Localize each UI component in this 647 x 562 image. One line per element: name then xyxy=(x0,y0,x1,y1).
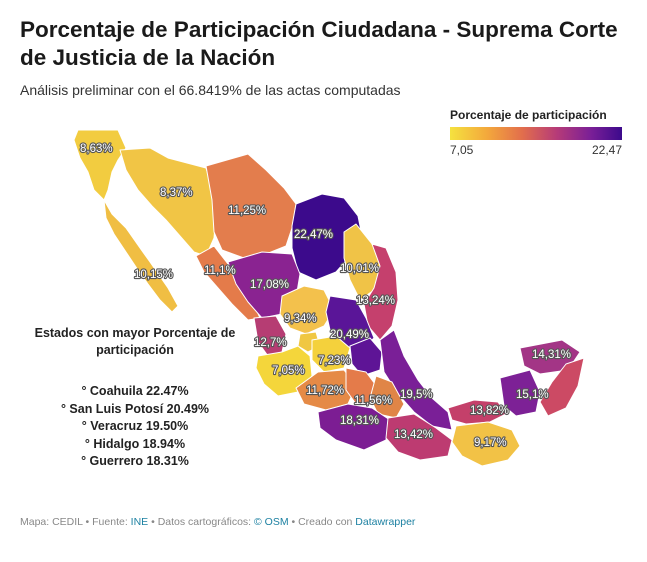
state-veracruz[interactable] xyxy=(379,329,453,431)
state-zacatecas[interactable] xyxy=(279,285,335,335)
top-states-list: ° Coahuila 22.47% ° San Luis Potosí 20.4… xyxy=(20,383,250,471)
label-baja-california: 8,63% xyxy=(80,143,113,155)
label-tabasco: 13,82% xyxy=(470,405,509,417)
osm-link[interactable]: © OSM xyxy=(254,516,289,528)
label-zacatecas: 9,34% xyxy=(284,313,317,325)
label-nayarit: 12,7% xyxy=(254,337,287,349)
label-jalisco: 7,05% xyxy=(272,365,305,377)
state-campeche[interactable] xyxy=(499,369,541,417)
source-link[interactable]: INE xyxy=(130,516,149,528)
label-nuevo-leon: 10,01% xyxy=(340,263,379,275)
label-veracruz: 19,5% xyxy=(400,389,433,401)
label-puebla: 11,56% xyxy=(354,395,392,407)
top-states-annotation: Estados con mayor Porcentaje de particip… xyxy=(20,325,250,471)
label-campeche: 15,1% xyxy=(516,389,549,401)
footer-mid: • Datos cartográficos: xyxy=(148,516,254,528)
state-value-labels: 8,63% 8,37% 11,25% 22,47% 10,15% 11,1% 1… xyxy=(79,142,572,450)
label-chihuahua: 11,25% xyxy=(228,205,266,217)
footer-created: • Creado con xyxy=(288,516,356,528)
top-state-item: ° Guerrero 18.31% xyxy=(81,454,189,468)
legend-ticks: 7,05 22,47 xyxy=(450,143,622,159)
state-guerrero[interactable] xyxy=(317,403,391,451)
state-baja-california-sur[interactable] xyxy=(103,199,179,313)
color-legend: Porcentaje de participación 7,05 22,47 xyxy=(450,108,622,159)
footer-credits: Mapa: CEDIL • Fuente: INE • Datos cartog… xyxy=(20,516,415,528)
map-subtitle: Análisis preliminar con el 66.8419% de l… xyxy=(20,82,401,98)
label-yucatan: 14,31% xyxy=(532,349,571,361)
label-guerrero: 18,31% xyxy=(340,415,379,427)
map-title: Porcentaje de Participación Ciudadana - … xyxy=(20,17,618,70)
label-oaxaca: 13,42% xyxy=(394,429,433,441)
label-durango: 17,08% xyxy=(250,279,289,291)
annotation-heading: Estados con mayor Porcentaje de particip… xyxy=(34,326,236,357)
label-sonora: 8,37% xyxy=(160,187,193,199)
legend-max-label: 22,47 xyxy=(591,143,622,157)
state-hidalgo[interactable] xyxy=(349,337,383,377)
datawrapper-link[interactable]: Datawrapper xyxy=(355,516,416,528)
legend-gradient-bar xyxy=(450,127,622,140)
state-guanajuato[interactable] xyxy=(311,335,351,373)
label-coahuila: 22,47% xyxy=(294,229,333,241)
label-chiapas: 9,17% xyxy=(474,437,507,449)
legend-title: Porcentaje de participación xyxy=(450,108,607,122)
top-state-item: ° Coahuila 22.47% xyxy=(81,384,189,398)
label-michoacan: 11,72% xyxy=(306,385,344,397)
state-quintana-roo[interactable] xyxy=(539,357,585,417)
state-tabasco[interactable] xyxy=(447,399,507,425)
label-san-luis-potosi: 20,49% xyxy=(330,329,369,341)
top-state-item: ° Veracruz 19.50% xyxy=(81,419,189,433)
top-state-item: ° San Luis Potosí 20.49% xyxy=(60,401,210,416)
label-baja-california-sur: 10,15% xyxy=(134,269,173,281)
top-state-item: ° Hidalgo 18.94% xyxy=(84,436,186,451)
state-baja-california[interactable] xyxy=(73,129,127,201)
state-chihuahua[interactable] xyxy=(205,153,297,259)
legend-min-label: 7,05 xyxy=(450,143,474,157)
label-guanajuato: 7,23% xyxy=(318,355,351,367)
state-nayarit[interactable] xyxy=(253,315,287,357)
footer-prefix: Mapa: CEDIL • Fuente: xyxy=(20,516,131,528)
state-oaxaca[interactable] xyxy=(385,413,453,461)
state-chiapas[interactable] xyxy=(451,421,521,467)
label-tamaulipas: 13,24% xyxy=(356,295,395,307)
label-sinaloa: 11,1% xyxy=(204,265,236,277)
